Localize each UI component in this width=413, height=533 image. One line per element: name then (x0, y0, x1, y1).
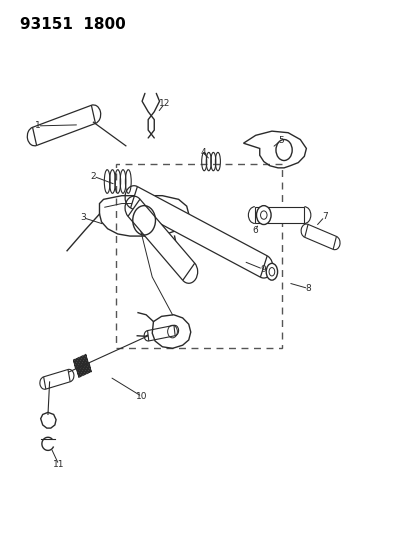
Polygon shape (43, 369, 70, 389)
Bar (116, 164, 281, 348)
Text: 10: 10 (136, 392, 147, 401)
Text: 9: 9 (259, 264, 265, 273)
Polygon shape (304, 224, 336, 249)
Text: 7: 7 (321, 212, 327, 221)
Text: 11: 11 (53, 461, 64, 470)
Text: 8: 8 (305, 284, 311, 293)
Polygon shape (130, 187, 266, 277)
Ellipse shape (266, 263, 277, 280)
Text: 1: 1 (34, 122, 40, 131)
Text: 12: 12 (158, 99, 170, 108)
Text: 93151  1800: 93151 1800 (20, 17, 126, 33)
Polygon shape (254, 207, 304, 223)
Polygon shape (128, 199, 194, 280)
Polygon shape (147, 325, 175, 341)
Circle shape (256, 206, 271, 224)
Text: 3: 3 (80, 213, 86, 222)
Text: 5: 5 (277, 136, 283, 145)
Text: 4: 4 (199, 148, 205, 157)
Polygon shape (33, 106, 95, 146)
Text: 2: 2 (90, 172, 96, 181)
Text: 6: 6 (252, 227, 258, 236)
